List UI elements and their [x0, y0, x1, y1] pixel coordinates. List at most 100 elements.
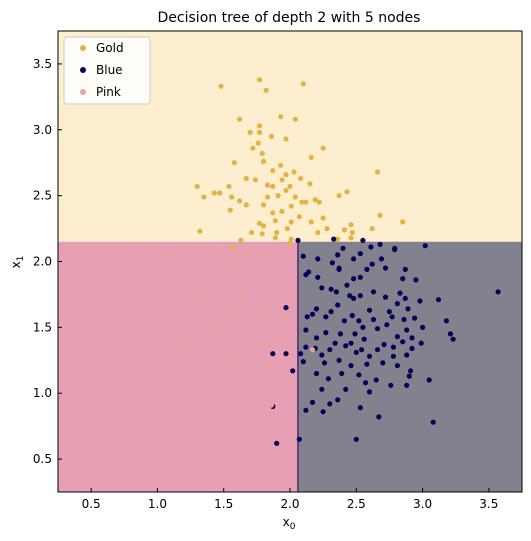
point-blue-8 [315, 256, 321, 262]
point-pink-69 [177, 339, 183, 345]
point-blue-99 [394, 363, 400, 369]
point-gold-73 [400, 219, 406, 225]
point-pink-31 [165, 293, 171, 299]
point-blue-24 [357, 274, 363, 280]
point-pink-16 [227, 268, 233, 274]
point-blue-123 [296, 436, 302, 442]
y-axis-ticks: 0.5 1.0 1.5 2.0 2.5 3.0 3.5 [33, 57, 62, 466]
point-pink-52 [264, 312, 271, 319]
legend-label-pink: Pink [96, 85, 121, 99]
point-blue-32 [397, 290, 403, 296]
point-pink-53 [280, 315, 286, 321]
point-blue-110 [388, 382, 394, 388]
point-pink-93 [280, 369, 286, 375]
point-blue-46 [366, 307, 373, 313]
point-blue-50 [304, 314, 310, 320]
point-blue-78 [418, 340, 424, 346]
point-blue-13 [351, 256, 357, 262]
point-gold-28 [226, 183, 232, 189]
point-gold-17 [260, 158, 267, 164]
point-pink-27 [272, 282, 278, 288]
point-blue-58 [443, 318, 449, 324]
point-blue-64 [303, 327, 309, 333]
point-pink-48 [169, 310, 175, 316]
point-gold-2 [300, 81, 306, 87]
point-gold-3 [218, 83, 224, 89]
point-blue-76 [381, 341, 387, 348]
point-blue-116 [327, 401, 333, 407]
point-blue-73 [450, 336, 456, 342]
point-pink-10 [280, 253, 286, 259]
point-pink-65 [164, 331, 170, 337]
point-pink-30 [142, 291, 149, 297]
point-blue-127 [270, 351, 276, 357]
point-gold-33 [307, 181, 313, 187]
legend-marker-pink [80, 89, 86, 95]
point-blue-107 [325, 376, 331, 382]
point-blue-102 [313, 370, 320, 377]
point-blue-9 [335, 252, 341, 258]
point-blue-44 [328, 309, 334, 315]
point-pink-39 [157, 301, 163, 307]
point-blue-83 [359, 347, 365, 353]
point-gold-47 [243, 202, 249, 208]
point-blue-40 [394, 301, 400, 307]
y-tick-label: 2.5 [33, 189, 52, 203]
point-gold-59 [308, 219, 314, 225]
point-gold-66 [341, 227, 347, 233]
point-pink-63 [263, 330, 269, 336]
point-pink-60 [275, 320, 281, 326]
point-blue-92 [404, 352, 410, 358]
point-gold-13 [250, 145, 256, 151]
point-gold-52 [303, 199, 309, 205]
point-blue-47 [386, 309, 392, 315]
scatter-points [117, 77, 501, 446]
point-pink-50 [218, 316, 224, 323]
point-blue-55 [389, 314, 395, 320]
point-gold-61 [377, 212, 383, 218]
point-blue-56 [401, 316, 407, 323]
point-pink-42 [280, 299, 286, 305]
point-blue-69 [313, 335, 320, 341]
y-axis-label-subscript: 1 [16, 256, 26, 262]
point-blue-115 [309, 399, 316, 405]
point-gold-37 [275, 193, 281, 199]
point-blue-37 [357, 293, 363, 299]
point-pink-67 [190, 335, 196, 341]
point-pink-13 [168, 264, 174, 270]
point-gold-6 [292, 116, 298, 122]
point-blue-23 [351, 276, 357, 282]
point-pink-19 [235, 277, 241, 283]
point-gold-60 [348, 222, 354, 228]
point-pink-4 [178, 256, 184, 262]
point-pink-107 [309, 347, 316, 353]
point-gold-54 [296, 214, 302, 220]
point-blue-131 [336, 266, 342, 272]
point-gold-44 [264, 194, 271, 200]
point-blue-95 [336, 357, 342, 363]
legend-box [63, 36, 151, 105]
point-gold-32 [287, 183, 293, 189]
point-pink-3 [214, 245, 220, 251]
point-pink-35 [242, 295, 248, 301]
point-pink-34 [223, 293, 229, 299]
point-blue-114 [404, 382, 410, 388]
point-pink-84 [153, 357, 159, 363]
point-blue-94 [321, 360, 328, 366]
point-gold-78 [335, 236, 341, 242]
point-blue-74 [332, 340, 338, 346]
point-blue-65 [323, 330, 329, 336]
point-blue-98 [380, 360, 386, 366]
point-pink-78 [275, 348, 281, 354]
point-blue-33 [402, 295, 408, 301]
x-axis-label-subscript: 0 [290, 522, 296, 532]
point-gold-72 [369, 226, 375, 232]
point-blue-91 [390, 353, 396, 359]
point-pink-59 [148, 322, 154, 328]
point-blue-28 [319, 285, 325, 291]
point-pink-23 [209, 278, 215, 284]
point-blue-63 [420, 324, 426, 330]
point-blue-120 [320, 409, 326, 415]
point-blue-66 [337, 331, 343, 337]
point-blue-119 [303, 407, 309, 413]
